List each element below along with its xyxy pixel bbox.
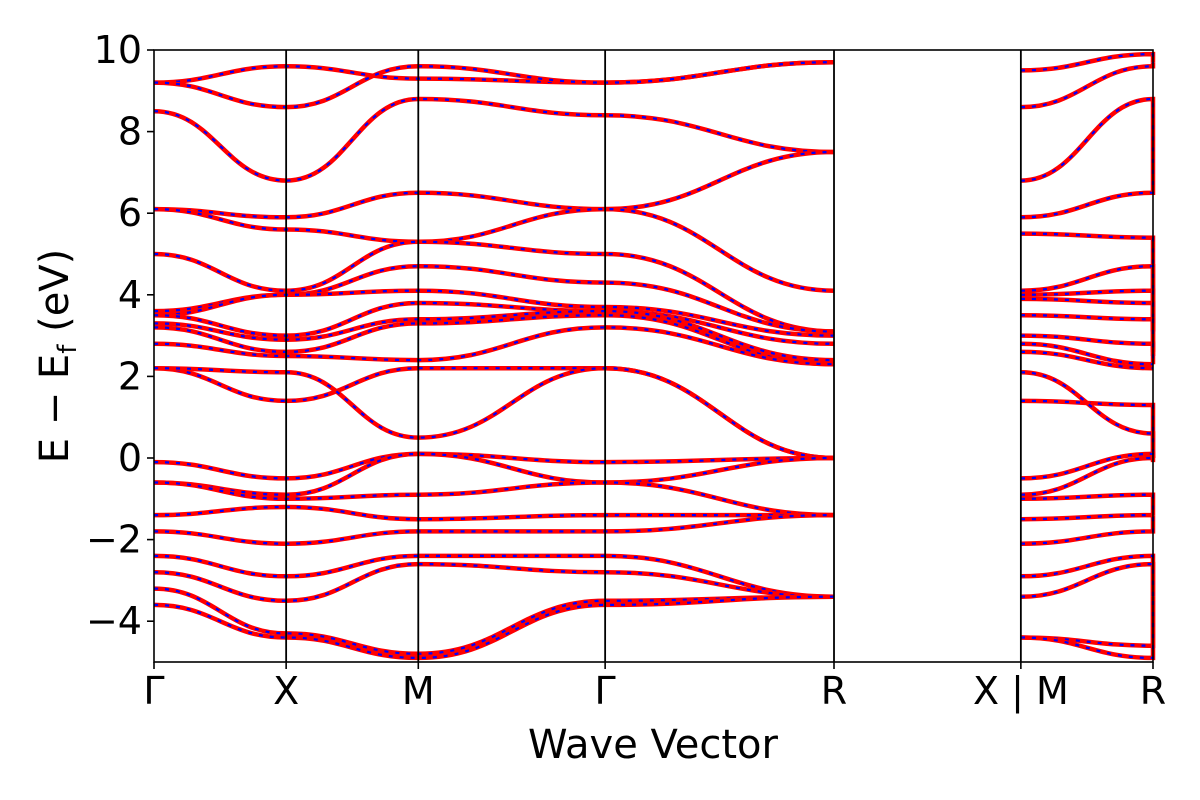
band-3-segment-1-dashed	[1020, 152, 1155, 219]
y-axis: −4 −2 0 2 4 6 8 10	[86, 28, 154, 643]
y-tick-label-0: −4	[86, 599, 142, 643]
band-17-segment-0-dashed	[153, 505, 834, 521]
y-tick-label-6: 8	[118, 110, 142, 154]
high-symmetry-lines	[285, 50, 1022, 662]
x-tick-label-3: Γ	[595, 669, 616, 713]
y-axis-label-main: E − E	[32, 354, 78, 464]
y-tick-label-1: −2	[86, 518, 142, 562]
x-tick-label-6: R	[1140, 669, 1166, 713]
band-14-segment-1-dashed	[1020, 452, 1155, 480]
band-14-segment-0-dashed	[153, 452, 835, 480]
y-tick-label-4: 4	[118, 273, 142, 317]
band-8-segment-0-dashed	[153, 301, 835, 345]
band-11-segment-0-dashed	[153, 326, 835, 366]
x-axis: Γ X M Γ R X | M R	[143, 662, 1166, 714]
band-6-segment-0-dashed	[153, 265, 835, 333]
band-19-segment-0-dashed	[153, 554, 835, 598]
band-15-segment-0-solid	[153, 451, 835, 497]
band-7-segment-0-dashed	[153, 289, 835, 337]
band-5-segment-0-dashed	[153, 240, 835, 333]
band-2-segment-0-dashed	[153, 97, 835, 182]
band-1-segment-1-dashed	[1020, 62, 1155, 109]
x-tick-label-0: Γ	[143, 669, 164, 713]
band-20-segment-0-solid	[153, 561, 835, 604]
band-16-segment-0-dashed	[153, 481, 835, 517]
y-tick-label-3: 2	[118, 354, 142, 398]
band-18-segment-0-dashed	[153, 514, 835, 545]
x-tick-label-2: M	[402, 669, 435, 713]
band-10-segment-0-solid	[153, 312, 835, 367]
band-2-segment-1-dashed	[1020, 97, 1155, 182]
band-5-segment-1-dashed	[1020, 265, 1155, 324]
x-tick-label-1: X	[273, 669, 299, 713]
band-9-segment-0-dashed	[153, 309, 835, 362]
y-tick-label-5: 6	[118, 191, 142, 235]
band-21-segment-0-dashed	[153, 587, 835, 655]
band-4-segment-0-solid	[153, 206, 835, 293]
bands-layer	[153, 51, 1156, 661]
y-tick-label-2: 0	[118, 436, 142, 480]
y-tick-label-7: 10	[94, 28, 142, 72]
y-axis-label-unit: (eV)	[32, 249, 78, 345]
x-tick-label-5: X | M	[973, 669, 1069, 714]
x-axis-label: Wave Vector	[528, 722, 779, 768]
y-axis-label: E − Ef (eV)	[32, 249, 83, 464]
band-13-segment-0-dashed	[153, 367, 835, 460]
plot-frame	[153, 49, 1154, 663]
band-1-segment-0-solid	[153, 59, 835, 110]
y-axis-label-subscript: f	[53, 344, 83, 354]
band-15-segment-1-dashed	[1020, 456, 1155, 496]
band-22-segment-0-dashed	[153, 595, 835, 660]
band-20-segment-1-dashed	[1020, 562, 1155, 598]
x-tick-label-4: R	[821, 669, 847, 713]
band-3-segment-0-dashed	[153, 150, 835, 219]
